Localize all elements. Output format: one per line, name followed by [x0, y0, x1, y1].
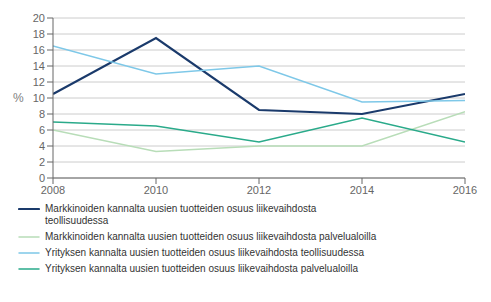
- html-text:Yrityksen kannalta uusien tuot: Yrityksen kannalta uusien tuotteiden osu…: [45, 247, 365, 258]
- svg-text:12: 12: [33, 76, 45, 88]
- svg-text:20: 20: [33, 12, 45, 24]
- html-text:Markkinoiden kannalta uusien t: Markkinoiden kannalta uusien tuotteiden …: [45, 203, 317, 226]
- svg-text:8: 8: [39, 108, 45, 120]
- html-text:Markkinoiden kannalta uusien t: Markkinoiden kannalta uusien tuotteiden …: [45, 231, 377, 242]
- svg-text:0: 0: [39, 172, 45, 184]
- svg-text:%: %: [13, 91, 24, 105]
- svg-text:2: 2: [39, 156, 45, 168]
- svg-text:18: 18: [33, 28, 45, 40]
- svg-text:2010: 2010: [144, 184, 168, 196]
- svg-text:2012: 2012: [247, 184, 271, 196]
- html-text:Yrityksen kannalta uusien tuot: Yrityksen kannalta uusien tuotteiden osu…: [45, 263, 358, 274]
- svg-text:4: 4: [39, 140, 45, 152]
- svg-text:16: 16: [33, 44, 45, 56]
- svg-text:2014: 2014: [350, 184, 374, 196]
- svg-text:2008: 2008: [41, 184, 65, 196]
- svg-text:10: 10: [33, 92, 45, 104]
- svg-text:2016: 2016: [453, 184, 477, 196]
- svg-text:14: 14: [33, 60, 45, 72]
- svg-text:6: 6: [39, 124, 45, 136]
